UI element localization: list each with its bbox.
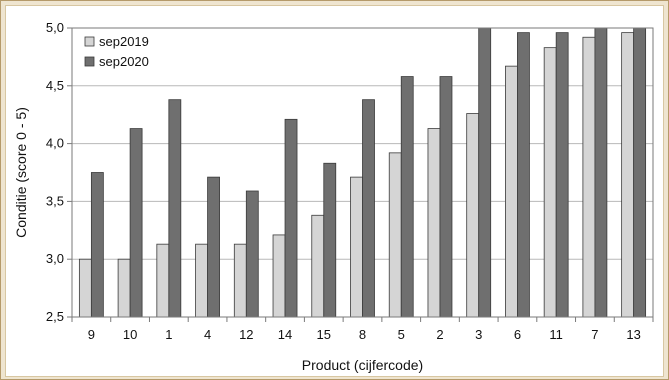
x-tick-label: 7: [591, 327, 598, 342]
legend-label-sep2020: sep2020: [99, 54, 149, 69]
bar-sep2019-14: [272, 234, 286, 318]
bar-sep2020-9: [90, 172, 104, 318]
bars: [78, 27, 647, 318]
x-tick-label: 1: [165, 327, 172, 342]
bar-sep2020-8: [362, 99, 375, 318]
x-tick-label: 12: [239, 327, 253, 342]
x-tick-label: 8: [359, 327, 366, 342]
x-tick-label: 14: [278, 327, 292, 342]
bar-sep2020-2: [439, 76, 453, 318]
bar-sep2019-2: [427, 128, 441, 318]
x-axis-label: Product (cijfercode): [302, 357, 423, 373]
bar-sep2019-6: [505, 65, 518, 318]
bar-sep2020-7: [594, 27, 608, 318]
legend-label-sep2019: sep2019: [99, 34, 149, 49]
bar-sep2019-8: [350, 176, 363, 318]
bar-sep2019-9: [78, 258, 92, 318]
bar-sep2020-13: [633, 27, 647, 318]
legend: sep2019 sep2020: [84, 34, 149, 69]
bar-sep2019-4: [195, 243, 208, 318]
x-tick-label: 2: [436, 327, 443, 342]
bar-sep2019-12: [233, 243, 247, 318]
bar-sep2019-3: [466, 113, 480, 318]
y-axis-label: Conditie (score 0 - 5): [13, 107, 29, 238]
x-tick-label: 11: [549, 327, 563, 342]
y-tick-label: 3,5: [46, 193, 64, 208]
bar-sep2020-4: [207, 176, 220, 318]
bar-sep2019-7: [582, 36, 596, 318]
bar-sep2019-15: [311, 214, 325, 318]
bar-sep2019-13: [621, 32, 635, 318]
legend-swatch-sep2020: [84, 56, 95, 67]
bar-sep2020-14: [284, 118, 298, 318]
bar-sep2020-12: [245, 190, 259, 318]
bar-sep2019-10: [117, 258, 131, 318]
bar-sep2019-11: [543, 47, 557, 318]
bar-sep2019-5: [388, 152, 402, 318]
x-tick-label: 9: [88, 327, 95, 342]
bar-sep2020-5: [400, 76, 414, 318]
x-tick-label: 5: [398, 327, 405, 342]
x-tick-label: 15: [317, 327, 331, 342]
x-tick-label: 3: [475, 327, 482, 342]
bar-sep2020-15: [323, 162, 337, 318]
y-tick-label: 2,5: [46, 309, 64, 324]
bar-sep2020-10: [129, 128, 143, 318]
y-tick-label: 3,0: [46, 251, 64, 266]
bar-sep2020-1: [168, 99, 182, 318]
y-tick-labels: 2,5 3,0 3,5 4,0 4,5 5,0: [46, 20, 72, 324]
y-tick-label: 4,0: [46, 136, 64, 151]
x-tick-label: 10: [123, 327, 137, 342]
legend-swatch-sep2019: [84, 36, 95, 47]
bar-sep2020-11: [555, 32, 569, 318]
bar-sep2020-6: [517, 32, 530, 318]
bar-sep2019-1: [156, 243, 170, 318]
y-tick-label: 4,5: [46, 78, 64, 93]
y-tick-label: 5,0: [46, 20, 64, 35]
x-tick-label: 6: [514, 327, 521, 342]
x-tick-label: 4: [204, 327, 211, 342]
plot-area-border: [71, 27, 654, 318]
x-tick-labels: 9 10 1 4 12 14 15 8 5 2 3 6 11 7 13: [71, 317, 654, 342]
bar-sep2020-3: [478, 27, 492, 318]
x-tick-label: 13: [626, 327, 640, 342]
